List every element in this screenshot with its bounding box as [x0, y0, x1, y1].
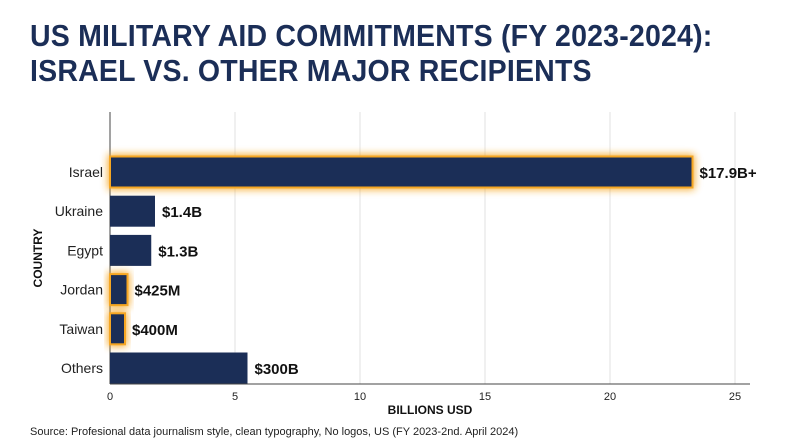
x-tick-label: 20 [604, 391, 616, 403]
chart-title: US MILITARY AID COMMITMENTS (FY 2023-202… [30, 18, 713, 88]
chart-title-line-1: US MILITARY AID COMMITMENTS (FY 2023-202… [30, 18, 713, 53]
bar-taiwan [109, 312, 126, 346]
x-tick-label: 0 [107, 391, 113, 403]
bar-ukraine [110, 195, 155, 227]
x-tick-label: 5 [232, 391, 238, 403]
category-label: Jordan [60, 282, 103, 298]
category-label: Taiwan [59, 321, 103, 337]
bars [108, 154, 695, 384]
category-label: Ukraine [55, 203, 103, 219]
category-label: Egypt [67, 242, 103, 258]
data-label: $1.3B [158, 243, 198, 260]
data-label: $400M [132, 322, 178, 339]
bar-egypt [110, 234, 152, 266]
x-axis-title: BILLIONS USD [388, 403, 473, 417]
bar-others [110, 352, 248, 384]
data-label: $1.4B [162, 204, 202, 221]
bar-israel [109, 155, 694, 189]
labels: 0 5 10 15 20 25 Israel $17.9B+ Ukraine $1.4B Egypt… [55, 164, 757, 403]
y-axis-title: COUNTRY [31, 229, 45, 288]
source-note: Source: Profesional data journalism styl… [30, 426, 519, 438]
data-label: $300B [255, 361, 299, 378]
data-label: $425M [135, 283, 181, 300]
data-label: $17.9B+ [700, 165, 757, 182]
category-label: Others [61, 360, 103, 376]
bar-jordan [109, 273, 129, 307]
chart-title-line-2: ISRAEL VS. OTHER MAJOR RECIPIENTS [30, 53, 592, 88]
category-label: Israel [69, 164, 103, 180]
x-tick-label: 15 [479, 391, 491, 403]
x-tick-label: 10 [354, 391, 366, 403]
grid-lines [109, 112, 750, 385]
x-tick-label: 25 [729, 391, 741, 403]
